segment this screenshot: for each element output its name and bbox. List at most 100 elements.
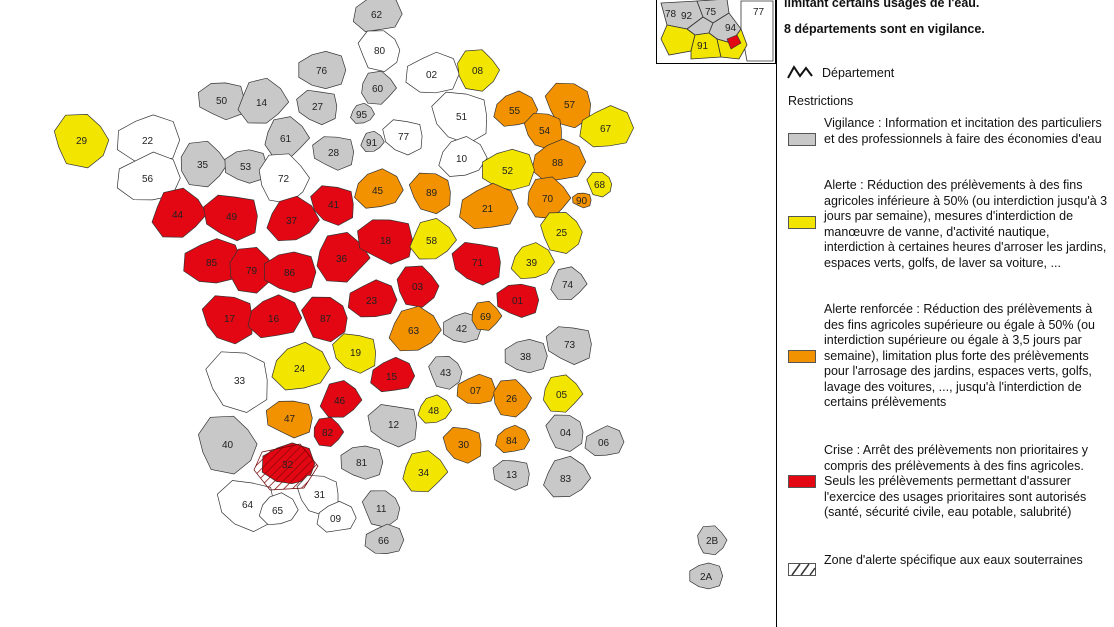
alerte-renforcee-swatch [788,350,816,363]
department-label: Département [822,66,895,80]
department-code-label: 80 [374,46,386,57]
department-82 [313,417,345,447]
alerte-text: Alerte : Réduction des prélèvements à de… [824,178,1108,270]
department-code-label: 30 [458,440,470,451]
department-code-label: 95 [356,110,368,121]
department-code-label: 62 [371,10,383,21]
department-38 [504,339,548,374]
department-code-label: 02 [426,70,438,81]
department-code-label: 25 [556,228,568,239]
header-line-2: 8 départements sont en vigilance. [784,22,985,36]
department-code-label: 74 [562,280,574,291]
department-68 [586,172,613,198]
department-63 [388,305,442,352]
department-49 [203,194,258,242]
department-code-label: 72 [278,174,290,185]
department-code-label: 82 [322,428,334,439]
department-code-label: 47 [284,414,296,425]
department-code-label: 70 [542,194,554,205]
department-code-label: 68 [594,180,606,191]
department-21 [459,182,519,230]
department-code-label: 40 [222,440,234,451]
header-line-1: limitant certains usages de l'eau. [784,0,980,10]
department-code-label: 13 [506,470,518,481]
department-code-label: 26 [506,394,518,405]
department-65 [258,492,299,526]
department-code-label: 10 [456,154,468,165]
department-code-label: 35 [197,160,209,171]
department-code-label: 87 [320,314,332,325]
department-code-label: 29 [76,136,88,147]
department-code-label: 88 [552,158,564,169]
department-code-label: 55 [509,106,521,117]
department-14 [237,77,290,124]
department-code-label: 03 [412,282,424,293]
department-15 [370,356,416,393]
department-11 [361,490,401,528]
ile-de-france-inset: 78 92 75 77 91 94 [656,0,776,64]
department-code-label: 11 [376,504,387,515]
department-code-label: 49 [226,212,238,223]
department-74 [550,266,588,301]
crise-text: Crise : Arrêt des prélèvements non prior… [824,443,1088,519]
department-95 [350,102,375,124]
department-10 [438,136,488,177]
inset-label: 77 [753,7,765,18]
department-03 [396,265,440,308]
crise-swatch [788,475,816,488]
vigilance-text: Vigilance : Information et incitation de… [824,116,1102,146]
inset-label: 75 [705,7,717,18]
inset-label: 91 [697,41,709,52]
department-code-label: 85 [206,258,218,269]
department-24 [271,341,331,391]
department-code-label: 14 [256,98,268,109]
legend-divider [776,0,777,627]
department-64 [216,480,275,532]
department-code-label: 56 [142,174,154,185]
department-06 [584,425,625,456]
department-code-label: 57 [564,100,576,111]
department-code-label: 67 [600,124,612,135]
department-60 [361,70,397,105]
alerte-renforcee-text: Alerte renforcée : Réduction des prélève… [824,302,1096,409]
restrictions-heading: Restrictions [788,94,854,108]
department-48 [417,394,452,424]
inset-label: 78 [665,9,677,20]
inset-label: 94 [725,23,737,34]
department-28 [312,136,355,171]
department-code-label: 89 [426,188,438,199]
department-code-label: 19 [350,348,362,359]
department-27 [296,89,338,126]
department-code-label: 16 [268,314,280,325]
department-16 [247,294,303,339]
legend-item-alerte-renforcee: Alerte renforcée : Réduction des prélève… [784,302,1110,427]
department-code-label: 36 [336,254,348,265]
department-code-label: 27 [312,102,324,113]
department-code-label: 50 [216,96,228,107]
department-30 [442,427,482,464]
department-52 [482,148,535,191]
department-boundary-icon [787,65,813,79]
department-12 [367,404,418,448]
department-code-label: 08 [472,66,484,77]
department-code-label: 51 [456,112,468,123]
department-62 [352,0,403,32]
department-code-label: 69 [480,312,492,323]
department-code-label: 52 [502,166,514,177]
department-23 [347,279,398,318]
department-77 [382,119,423,156]
department-code-label: 38 [520,352,532,363]
department-code-label: 65 [272,506,284,517]
legend-item-vigilance: Vigilance : Information et incitation de… [784,116,1110,166]
department-50 [197,82,245,121]
department-47 [265,400,313,439]
department-81 [340,445,384,480]
department-code-label: 07 [470,386,482,397]
department-code-label: 21 [482,204,494,215]
department-code-label: 86 [284,268,296,279]
department-code-label: 73 [564,340,576,351]
department-13 [492,459,530,491]
department-05 [543,374,584,413]
department-code-label: 28 [328,148,340,159]
department-91 [360,130,385,152]
